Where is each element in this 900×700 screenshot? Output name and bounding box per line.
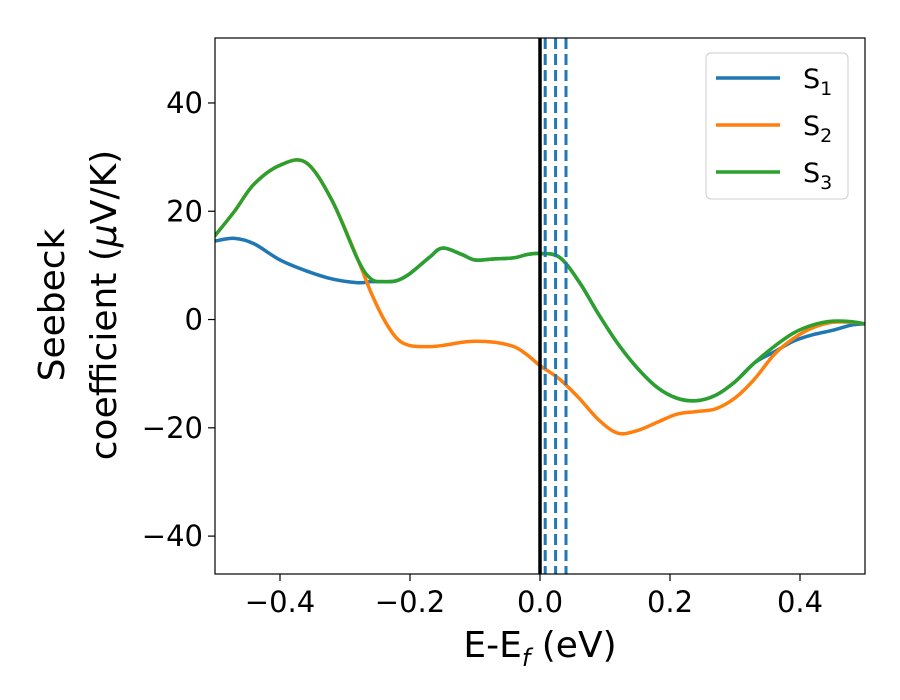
series-line-s3 — [215, 158, 865, 403]
y-tick-label: 0 — [185, 303, 203, 337]
legend: S1 S2 S3 — [705, 52, 849, 200]
y-axis-label-unit: V/K) — [84, 150, 125, 224]
legend-label-s2: S2 — [803, 111, 832, 147]
y-tick-label: 40 — [166, 86, 203, 120]
x-axis-label: E-Ef (eV) — [463, 625, 616, 672]
y-tick-label: 20 — [166, 194, 203, 228]
x-tick-label: −0.2 — [375, 585, 445, 619]
legend-label-s1: S1 — [803, 64, 832, 100]
y-axis-label-mu: μ — [84, 224, 125, 248]
x-tick-label: 0.0 — [517, 585, 563, 619]
y-axis-label-line2: coefficient (μV/K) — [84, 150, 125, 460]
x-tick-label: 0.2 — [647, 585, 693, 619]
x-axis-label-unit: (eV) — [530, 625, 616, 666]
legend-label-s3: S3 — [803, 158, 832, 194]
x-tick-label: 0.4 — [777, 585, 823, 619]
y-axis-label-coefficient: coefficient ( — [84, 247, 125, 460]
y-tick-label: −20 — [142, 411, 203, 445]
y-axis-label-line1: Seebeck — [32, 228, 73, 381]
x-axis-label-main: E-E — [463, 625, 521, 666]
y-tick-label: −40 — [142, 519, 203, 553]
x-tick-label: −0.4 — [245, 585, 315, 619]
